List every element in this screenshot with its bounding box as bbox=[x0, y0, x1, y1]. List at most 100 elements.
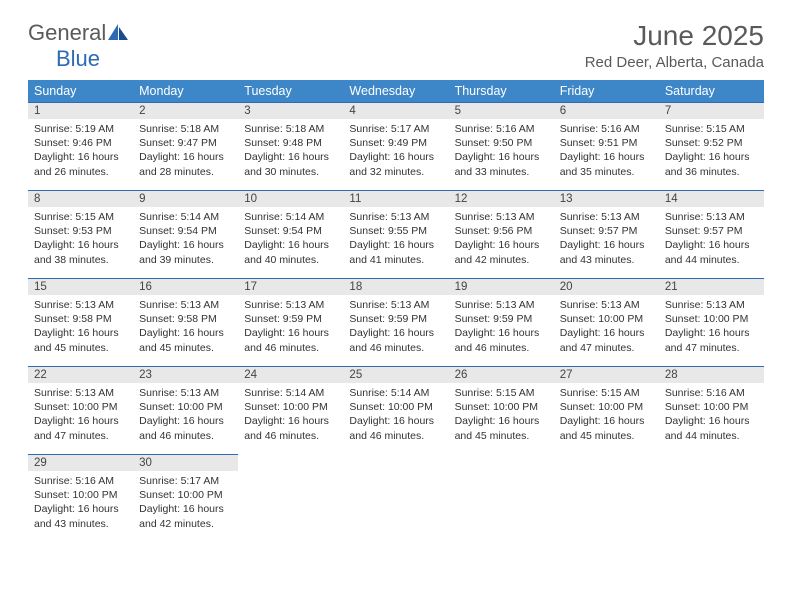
day-cell: 28Sunrise: 5:16 AMSunset: 10:00 PMDaylig… bbox=[659, 367, 764, 455]
sunrise: Sunrise: 5:15 AM bbox=[560, 386, 653, 400]
sunset: Sunset: 9:52 PM bbox=[665, 136, 758, 150]
sunrise: Sunrise: 5:17 AM bbox=[139, 474, 232, 488]
daylight: Daylight: 16 hours and 30 minutes. bbox=[244, 150, 337, 178]
sunrise: Sunrise: 5:13 AM bbox=[34, 298, 127, 312]
sunset: Sunset: 9:54 PM bbox=[139, 224, 232, 238]
day-cell: 12Sunrise: 5:13 AMSunset: 9:56 PMDayligh… bbox=[449, 191, 554, 279]
month-title: June 2025 bbox=[585, 20, 764, 52]
day-cell: 20Sunrise: 5:13 AMSunset: 10:00 PMDaylig… bbox=[554, 279, 659, 367]
day-number: 17 bbox=[238, 279, 343, 295]
dayhead-tue: Tuesday bbox=[238, 80, 343, 103]
sunrise: Sunrise: 5:17 AM bbox=[349, 122, 442, 136]
day-number: 13 bbox=[554, 191, 659, 207]
day-cell: 8Sunrise: 5:15 AMSunset: 9:53 PMDaylight… bbox=[28, 191, 133, 279]
sunset: Sunset: 9:48 PM bbox=[244, 136, 337, 150]
sunrise: Sunrise: 5:14 AM bbox=[244, 386, 337, 400]
sunset: Sunset: 9:58 PM bbox=[139, 312, 232, 326]
day-number: 18 bbox=[343, 279, 448, 295]
day-cell: 5Sunrise: 5:16 AMSunset: 9:50 PMDaylight… bbox=[449, 103, 554, 191]
day-header-row: Sunday Monday Tuesday Wednesday Thursday… bbox=[28, 80, 764, 103]
daylight: Daylight: 16 hours and 47 minutes. bbox=[560, 326, 653, 354]
day-number: 28 bbox=[659, 367, 764, 383]
day-cell: 25Sunrise: 5:14 AMSunset: 10:00 PMDaylig… bbox=[343, 367, 448, 455]
sunrise: Sunrise: 5:18 AM bbox=[244, 122, 337, 136]
sunset: Sunset: 9:47 PM bbox=[139, 136, 232, 150]
sunset: Sunset: 10:00 PM bbox=[560, 312, 653, 326]
day-cell: 13Sunrise: 5:13 AMSunset: 9:57 PMDayligh… bbox=[554, 191, 659, 279]
sunrise: Sunrise: 5:14 AM bbox=[349, 386, 442, 400]
daylight: Daylight: 16 hours and 42 minutes. bbox=[139, 502, 232, 530]
day-number: 4 bbox=[343, 103, 448, 119]
day-cell: 14Sunrise: 5:13 AMSunset: 9:57 PMDayligh… bbox=[659, 191, 764, 279]
day-cell: .. bbox=[659, 455, 764, 543]
calendar-body: 1Sunrise: 5:19 AMSunset: 9:46 PMDaylight… bbox=[28, 103, 764, 543]
day-content: Sunrise: 5:13 AMSunset: 9:59 PMDaylight:… bbox=[343, 295, 448, 359]
sunrise: Sunrise: 5:13 AM bbox=[665, 298, 758, 312]
day-number: 7 bbox=[659, 103, 764, 119]
day-number: 5 bbox=[449, 103, 554, 119]
header: General Blue June 2025 Red Deer, Alberta… bbox=[28, 20, 764, 72]
daylight: Daylight: 16 hours and 46 minutes. bbox=[244, 414, 337, 442]
day-content: Sunrise: 5:17 AMSunset: 9:49 PMDaylight:… bbox=[343, 119, 448, 183]
sunrise: Sunrise: 5:13 AM bbox=[560, 298, 653, 312]
sunset: Sunset: 9:51 PM bbox=[560, 136, 653, 150]
sunset: Sunset: 10:00 PM bbox=[349, 400, 442, 414]
day-content: Sunrise: 5:18 AMSunset: 9:47 PMDaylight:… bbox=[133, 119, 238, 183]
day-cell: .. bbox=[554, 455, 659, 543]
day-number: 12 bbox=[449, 191, 554, 207]
day-content: Sunrise: 5:13 AMSunset: 9:59 PMDaylight:… bbox=[449, 295, 554, 359]
day-content: Sunrise: 5:16 AMSunset: 9:51 PMDaylight:… bbox=[554, 119, 659, 183]
day-number: 10 bbox=[238, 191, 343, 207]
sunset: Sunset: 10:00 PM bbox=[34, 488, 127, 502]
day-number: 27 bbox=[554, 367, 659, 383]
day-number: 24 bbox=[238, 367, 343, 383]
sunset: Sunset: 9:59 PM bbox=[244, 312, 337, 326]
day-cell: 15Sunrise: 5:13 AMSunset: 9:58 PMDayligh… bbox=[28, 279, 133, 367]
day-cell: 10Sunrise: 5:14 AMSunset: 9:54 PMDayligh… bbox=[238, 191, 343, 279]
day-content: Sunrise: 5:16 AMSunset: 9:50 PMDaylight:… bbox=[449, 119, 554, 183]
daylight: Daylight: 16 hours and 46 minutes. bbox=[455, 326, 548, 354]
dayhead-fri: Friday bbox=[554, 80, 659, 103]
day-content: Sunrise: 5:15 AMSunset: 9:53 PMDaylight:… bbox=[28, 207, 133, 271]
sunrise: Sunrise: 5:16 AM bbox=[665, 386, 758, 400]
day-cell: 18Sunrise: 5:13 AMSunset: 9:59 PMDayligh… bbox=[343, 279, 448, 367]
daylight: Daylight: 16 hours and 46 minutes. bbox=[349, 326, 442, 354]
day-number: 1 bbox=[28, 103, 133, 119]
dayhead-sat: Saturday bbox=[659, 80, 764, 103]
sunrise: Sunrise: 5:14 AM bbox=[244, 210, 337, 224]
day-cell: 9Sunrise: 5:14 AMSunset: 9:54 PMDaylight… bbox=[133, 191, 238, 279]
week-row: 1Sunrise: 5:19 AMSunset: 9:46 PMDaylight… bbox=[28, 103, 764, 191]
sunset: Sunset: 9:53 PM bbox=[34, 224, 127, 238]
day-number: 25 bbox=[343, 367, 448, 383]
day-number: 20 bbox=[554, 279, 659, 295]
sunset: Sunset: 10:00 PM bbox=[139, 400, 232, 414]
logo-general: General bbox=[28, 20, 106, 45]
daylight: Daylight: 16 hours and 46 minutes. bbox=[139, 414, 232, 442]
day-cell: 1Sunrise: 5:19 AMSunset: 9:46 PMDaylight… bbox=[28, 103, 133, 191]
day-content: Sunrise: 5:18 AMSunset: 9:48 PMDaylight:… bbox=[238, 119, 343, 183]
sunset: Sunset: 9:50 PM bbox=[455, 136, 548, 150]
daylight: Daylight: 16 hours and 46 minutes. bbox=[244, 326, 337, 354]
sunrise: Sunrise: 5:13 AM bbox=[455, 210, 548, 224]
day-number: 30 bbox=[133, 455, 238, 471]
day-cell: 6Sunrise: 5:16 AMSunset: 9:51 PMDaylight… bbox=[554, 103, 659, 191]
daylight: Daylight: 16 hours and 36 minutes. bbox=[665, 150, 758, 178]
day-cell: 3Sunrise: 5:18 AMSunset: 9:48 PMDaylight… bbox=[238, 103, 343, 191]
daylight: Daylight: 16 hours and 41 minutes. bbox=[349, 238, 442, 266]
day-number: 6 bbox=[554, 103, 659, 119]
daylight: Daylight: 16 hours and 44 minutes. bbox=[665, 238, 758, 266]
sunrise: Sunrise: 5:13 AM bbox=[455, 298, 548, 312]
day-content: Sunrise: 5:14 AMSunset: 10:00 PMDaylight… bbox=[343, 383, 448, 447]
day-number: 11 bbox=[343, 191, 448, 207]
daylight: Daylight: 16 hours and 46 minutes. bbox=[349, 414, 442, 442]
calendar-page: General Blue June 2025 Red Deer, Alberta… bbox=[0, 0, 792, 563]
day-cell: .. bbox=[343, 455, 448, 543]
day-cell: 26Sunrise: 5:15 AMSunset: 10:00 PMDaylig… bbox=[449, 367, 554, 455]
day-content: Sunrise: 5:13 AMSunset: 10:00 PMDaylight… bbox=[554, 295, 659, 359]
day-cell: 11Sunrise: 5:13 AMSunset: 9:55 PMDayligh… bbox=[343, 191, 448, 279]
sunset: Sunset: 9:55 PM bbox=[349, 224, 442, 238]
day-content: Sunrise: 5:16 AMSunset: 10:00 PMDaylight… bbox=[659, 383, 764, 447]
day-content: Sunrise: 5:13 AMSunset: 9:58 PMDaylight:… bbox=[133, 295, 238, 359]
daylight: Daylight: 16 hours and 38 minutes. bbox=[34, 238, 127, 266]
sunset: Sunset: 10:00 PM bbox=[34, 400, 127, 414]
